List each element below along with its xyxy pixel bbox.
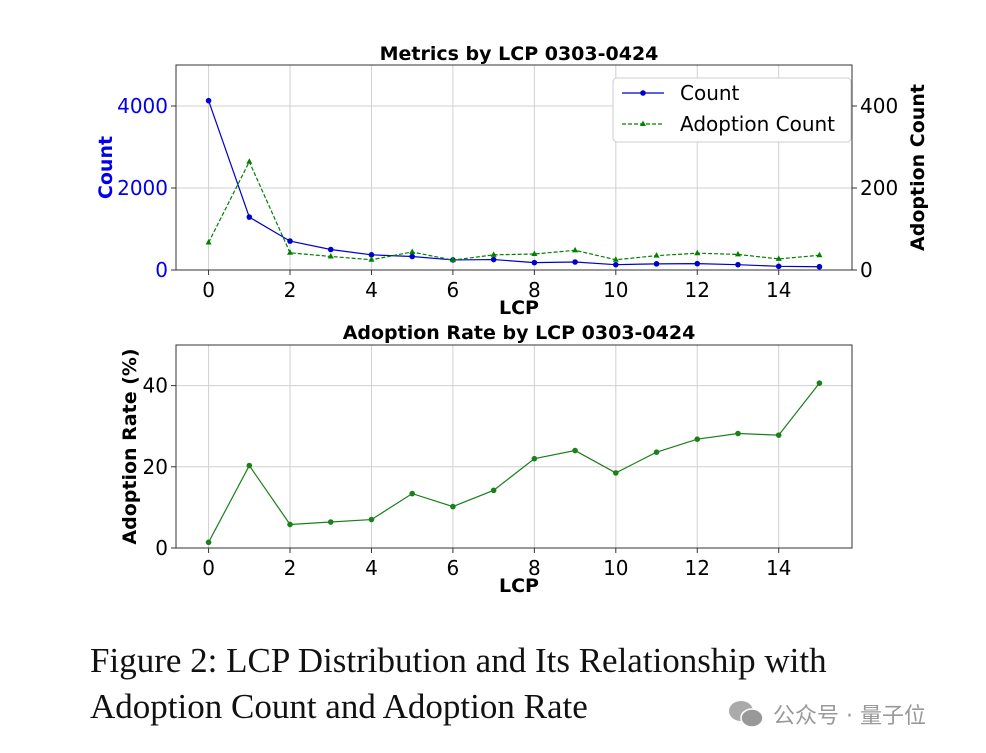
chart-title: Metrics by LCP 0303-0424 xyxy=(380,43,659,65)
data-point xyxy=(409,248,416,254)
data-point xyxy=(694,436,701,442)
data-point xyxy=(450,503,456,510)
x-tick-label: 12 xyxy=(685,278,710,302)
plot-frame xyxy=(175,64,853,271)
x-tick-label: 6 xyxy=(447,556,460,580)
data-point xyxy=(694,260,701,267)
data-point xyxy=(572,447,578,454)
x-tick-label: 4 xyxy=(365,278,378,302)
data-point xyxy=(775,255,782,261)
watermark: 公众号 · 量子位 xyxy=(727,698,926,730)
x-tick-label: 0 xyxy=(202,278,215,302)
x-axis-label: LCP xyxy=(499,575,539,597)
data-point xyxy=(246,214,253,220)
data-point xyxy=(409,253,415,260)
data-point xyxy=(735,430,741,437)
x-tick-label: 6 xyxy=(447,278,460,302)
wechat-icon xyxy=(729,701,764,728)
x-tick-label: 14 xyxy=(766,556,791,580)
series-line-adoption-rate xyxy=(208,382,820,543)
data-point xyxy=(613,470,619,476)
data-point xyxy=(368,256,375,262)
data-point xyxy=(572,259,578,265)
data-point xyxy=(368,252,375,258)
x-axis-label: LCP xyxy=(499,297,539,319)
data-point xyxy=(409,490,415,497)
data-point xyxy=(816,251,823,258)
data-point xyxy=(734,250,741,257)
data-point xyxy=(653,261,660,267)
data-point xyxy=(775,263,782,270)
data-point xyxy=(694,249,701,256)
data-point xyxy=(205,539,212,546)
data-point xyxy=(287,249,294,255)
y2-tick-label: 0 xyxy=(860,258,873,282)
caption-line-1: Figure 2: LCP Distribution and Its Relat… xyxy=(90,641,827,680)
x-tick-label: 10 xyxy=(603,556,628,580)
data-point xyxy=(490,487,497,494)
data-point xyxy=(287,238,293,244)
x-tick-label: 8 xyxy=(528,556,541,580)
data-point xyxy=(368,516,375,523)
data-point xyxy=(327,252,334,259)
series-line-adoption-count xyxy=(208,160,820,261)
data-point xyxy=(246,158,253,164)
x-tick-label: 4 xyxy=(365,556,378,580)
data-point xyxy=(531,455,538,462)
legend-marker xyxy=(640,120,646,126)
x-tick-label: 0 xyxy=(202,556,215,580)
caption-line-2: Adoption Count and Adoption Rate xyxy=(90,687,588,726)
plot-frame xyxy=(175,344,853,549)
data-point xyxy=(816,380,823,386)
y-axis-label: Count xyxy=(95,136,117,199)
y-tick-label: 0 xyxy=(155,258,168,282)
data-point xyxy=(531,259,538,266)
x-tick-label: 2 xyxy=(284,278,297,302)
y-tick-label: 20 xyxy=(143,455,168,479)
data-point xyxy=(612,256,619,262)
data-point xyxy=(735,261,741,268)
x-tick-label: 14 xyxy=(766,278,791,302)
data-point xyxy=(449,256,456,263)
y-tick-label: 2000 xyxy=(117,176,168,200)
x-tick-label: 12 xyxy=(685,556,710,580)
data-point xyxy=(327,519,334,525)
y-axis-label: Adoption Rate (%) xyxy=(119,348,141,544)
data-point xyxy=(246,462,253,469)
data-point xyxy=(613,261,619,268)
legend-label: Adoption Count xyxy=(680,112,835,136)
data-point xyxy=(490,256,497,263)
legend-marker xyxy=(640,90,646,96)
data-point xyxy=(572,246,579,253)
legend xyxy=(612,77,852,143)
y2-axis-label: Adoption Count xyxy=(907,84,929,251)
y-tick-label: 0 xyxy=(155,536,168,560)
data-point xyxy=(653,252,660,258)
data-point xyxy=(775,432,782,438)
y2-tick-label: 200 xyxy=(860,176,898,200)
data-point xyxy=(653,449,660,455)
chart-title: Adoption Rate by LCP 0303-0424 xyxy=(343,322,696,344)
y2-tick-label: 400 xyxy=(860,94,898,118)
legend-label: Count xyxy=(680,81,740,105)
data-point xyxy=(205,97,212,104)
data-point xyxy=(287,521,293,528)
data-point xyxy=(816,263,823,270)
x-tick-label: 8 xyxy=(528,278,541,302)
watermark-text: 公众号 · 量子位 xyxy=(773,704,926,729)
figure-caption: Figure 2: LCP Distribution and Its Relat… xyxy=(90,638,827,730)
x-tick-label: 10 xyxy=(603,278,628,302)
data-point xyxy=(205,239,212,245)
y-tick-label: 40 xyxy=(143,374,168,398)
data-point xyxy=(490,251,497,257)
y-tick-label: 4000 xyxy=(117,94,168,118)
data-point xyxy=(531,250,538,257)
data-point xyxy=(327,246,334,253)
series-line-count xyxy=(208,100,820,268)
x-tick-label: 2 xyxy=(284,556,297,580)
